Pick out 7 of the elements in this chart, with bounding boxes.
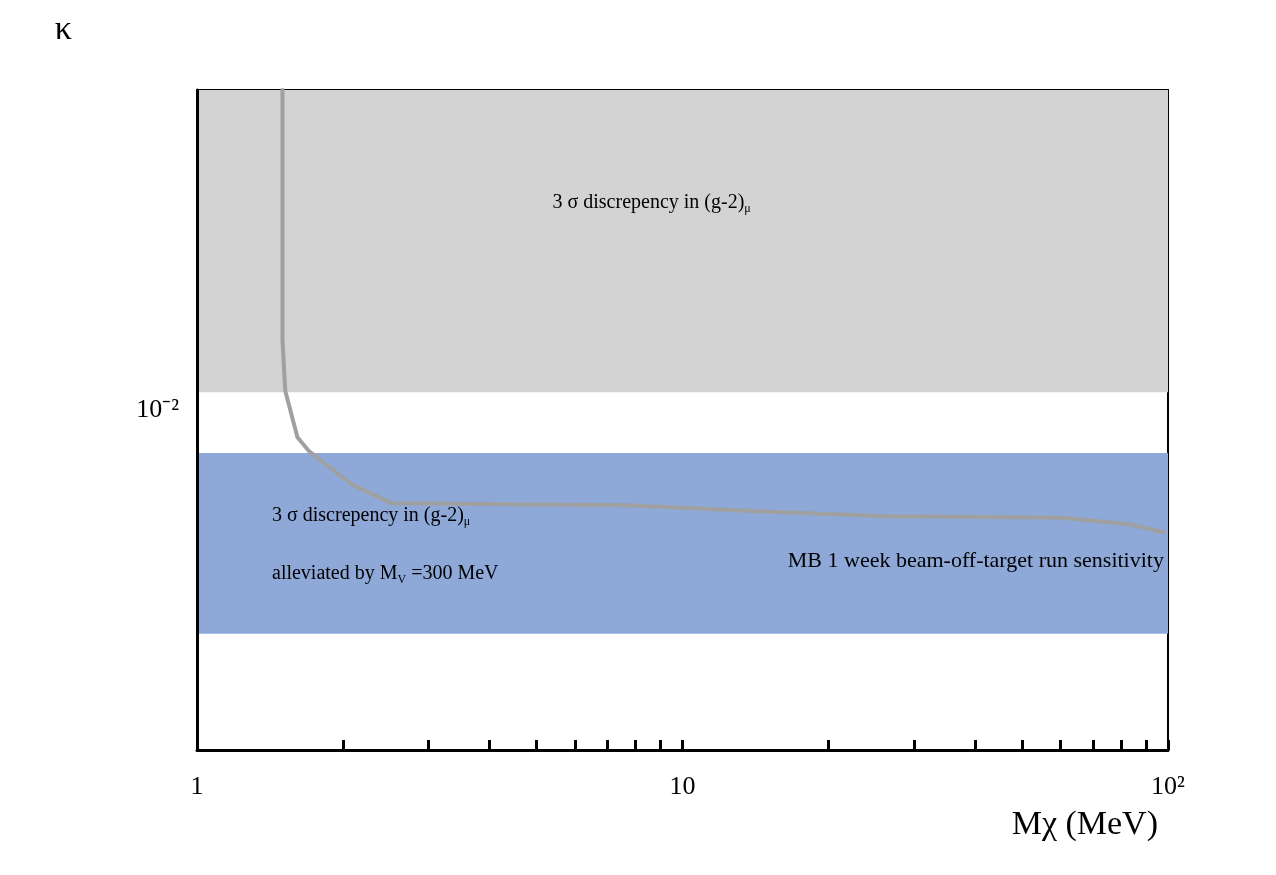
- x-tick-label: 10: [669, 770, 696, 800]
- y-axis-title: κ: [54, 8, 72, 46]
- text: 10⁻²: [136, 394, 180, 424]
- series-label: MB 1 week beam-off-target run sensitivity: [787, 546, 1164, 572]
- x-axis-title: Mχ (MeV): [1011, 803, 1158, 842]
- x-tick-label: 1: [190, 770, 204, 800]
- x-tick-label: 10²: [1151, 770, 1186, 800]
